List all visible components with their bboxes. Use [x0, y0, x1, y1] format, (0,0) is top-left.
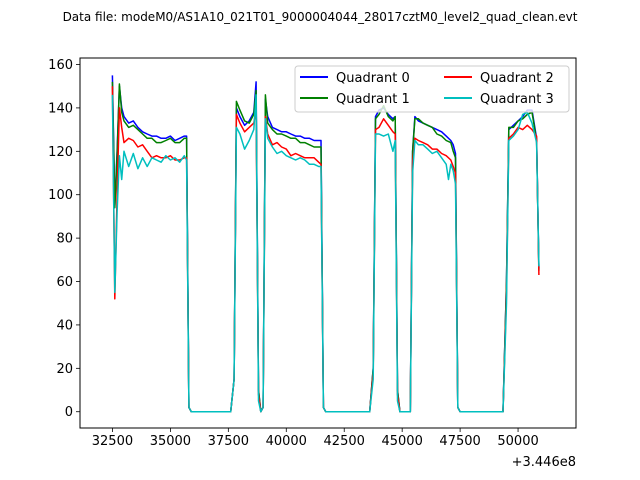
series-line-quadrant-1 [111, 81, 540, 413]
y-axis: 0 20 40 60 80 100 120 140 160 [48, 58, 80, 420]
y-tick-label: 40 [56, 318, 73, 333]
x-offset-label: +3.446e8 [512, 455, 576, 470]
y-tick-label: 160 [48, 58, 73, 73]
y-tick-label: 100 [48, 188, 73, 203]
x-tick-label: 45000 [381, 434, 422, 449]
y-tick-label: 60 [56, 275, 73, 290]
chart-title: Data file: modeM0/AS1A10_021T01_90000040… [63, 10, 578, 24]
y-tick-label: 120 [48, 145, 73, 160]
y-tick-label: 140 [48, 101, 73, 116]
y-tick-label: 80 [56, 232, 73, 247]
x-tick-label: 37500 [208, 434, 249, 449]
legend-label-quadrant-3: Quadrant 3 [480, 92, 554, 107]
legend-label-quadrant-2: Quadrant 2 [480, 71, 554, 86]
y-tick-label: 0 [65, 405, 73, 420]
series-line-quadrant-0 [111, 75, 540, 413]
x-tick-label: 47500 [439, 434, 480, 449]
series-line-quadrant-2 [111, 86, 540, 413]
legend-label-quadrant-1: Quadrant 1 [336, 92, 410, 107]
legend: Quadrant 0 Quadrant 1 Quadrant 2 Quadrant 3 [294, 65, 570, 113]
plot-frame [79, 57, 577, 429]
legend-label-quadrant-0: Quadrant 0 [336, 71, 410, 86]
x-tick-label: 42500 [324, 434, 365, 449]
legend-box [294, 65, 570, 113]
x-tick-label: 32500 [92, 434, 133, 449]
x-tick-label: 50000 [497, 434, 538, 449]
series-line-quadrant-3 [111, 94, 540, 413]
x-tick-label: 40000 [266, 434, 307, 449]
series-layer [111, 75, 540, 413]
x-tick-label: 35000 [150, 434, 191, 449]
y-tick-label: 20 [56, 362, 73, 377]
x-axis: 32500 35000 37500 40000 42500 45000 47500 50000 [92, 428, 539, 449]
